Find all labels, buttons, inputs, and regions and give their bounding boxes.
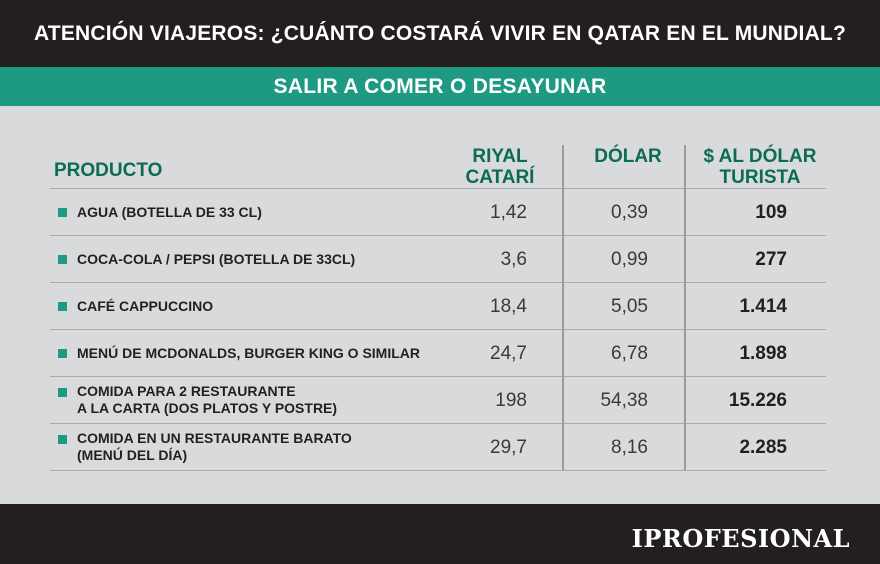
table-row: CAFÉ CAPPUCCINO 18,4 5,05 1.414: [50, 283, 826, 330]
column-divider-2: [684, 145, 686, 470]
bullet-square-icon: [58, 435, 67, 444]
row-divider: [50, 470, 826, 471]
row-divider: [50, 282, 826, 283]
header-divider: [50, 188, 826, 189]
tourist-dollar-value: 15.226: [728, 389, 787, 411]
bullet-square-icon: [58, 302, 67, 311]
dolar-value: 0,39: [611, 201, 648, 223]
row-divider: [50, 423, 826, 424]
column-header-dolar: DÓLAR: [594, 146, 662, 167]
column-header-product: PRODUCTO: [54, 160, 163, 181]
row-divider: [50, 235, 826, 236]
riyal-value: 198: [495, 389, 527, 411]
price-table: PRODUCTO RIYAL CATARÍ DÓLAR $ AL DÓLAR T…: [0, 106, 880, 504]
table-header-separator: [50, 142, 826, 189]
riyal-value: 3,6: [500, 248, 527, 270]
section-title: SALIR A COMER O DESAYUNAR: [273, 74, 607, 98]
footer-bar: IPROFESIONAL: [0, 504, 880, 564]
bullet-square-icon: [58, 349, 67, 358]
riyal-value: 18,4: [490, 295, 527, 317]
bullet-square-icon: [58, 255, 67, 264]
column-header-tourist: $ AL DÓLAR TURISTA: [703, 146, 817, 188]
dolar-value: 5,05: [611, 295, 648, 317]
tourist-dollar-value: 1.898: [739, 342, 787, 364]
riyal-value: 1,42: [490, 201, 527, 223]
table-row: COMIDA PARA 2 RESTAURANTE A LA CARTA (DO…: [50, 377, 826, 424]
bullet-square-icon: [58, 388, 67, 397]
column-divider-1: [562, 145, 564, 470]
table-row: AGUA (BOTELLA DE 33 CL) 1,42 0,39 109: [50, 189, 826, 236]
tourist-dollar-value: 277: [755, 248, 787, 270]
section-title-bar: SALIR A COMER O DESAYUNAR: [0, 67, 880, 106]
product-name: COMIDA EN UN RESTAURANTE BARATO (MENÚ DE…: [77, 430, 352, 463]
product-name: AGUA (BOTELLA DE 33 CL): [77, 204, 262, 220]
main-title: ATENCIÓN VIAJEROS: ¿CUÁNTO COSTARÁ VIVIR…: [34, 21, 846, 45]
table-row: COCA-COLA / PEPSI (BOTELLA DE 33CL) 3,6 0,…: [50, 236, 826, 283]
main-title-bar: ATENCIÓN VIAJEROS: ¿CUÁNTO COSTARÁ VIVIR…: [0, 0, 880, 67]
product-name: COCA-COLA / PEPSI (BOTELLA DE 33CL): [77, 251, 356, 267]
dolar-value: 8,16: [611, 436, 648, 458]
table-row: MENÚ DE MCDONALDS, BURGER KING O SIMILAR…: [50, 330, 826, 377]
tourist-dollar-value: 1.414: [739, 295, 787, 317]
riyal-value: 29,7: [490, 436, 527, 458]
product-name: CAFÉ CAPPUCCINO: [77, 298, 214, 314]
tourist-dollar-value: 109: [755, 201, 787, 223]
column-header-riyal: RIYAL CATARÍ: [465, 146, 535, 188]
dolar-value: 54,38: [600, 389, 648, 411]
tourist-dollar-value: 2.285: [739, 436, 787, 458]
row-divider: [50, 376, 826, 377]
iprofesional-logo: IPROFESIONAL: [631, 524, 850, 553]
dolar-value: 6,78: [611, 342, 648, 364]
riyal-value: 24,7: [490, 342, 527, 364]
bullet-square-icon: [58, 208, 67, 217]
row-divider: [50, 329, 826, 330]
product-name: COMIDA PARA 2 RESTAURANTE A LA CARTA (DO…: [77, 383, 338, 416]
table-row: COMIDA EN UN RESTAURANTE BARATO (MENÚ DE…: [50, 424, 826, 471]
product-name: MENÚ DE MCDONALDS, BURGER KING O SIMILAR: [77, 345, 420, 361]
dolar-value: 0,99: [611, 248, 648, 270]
